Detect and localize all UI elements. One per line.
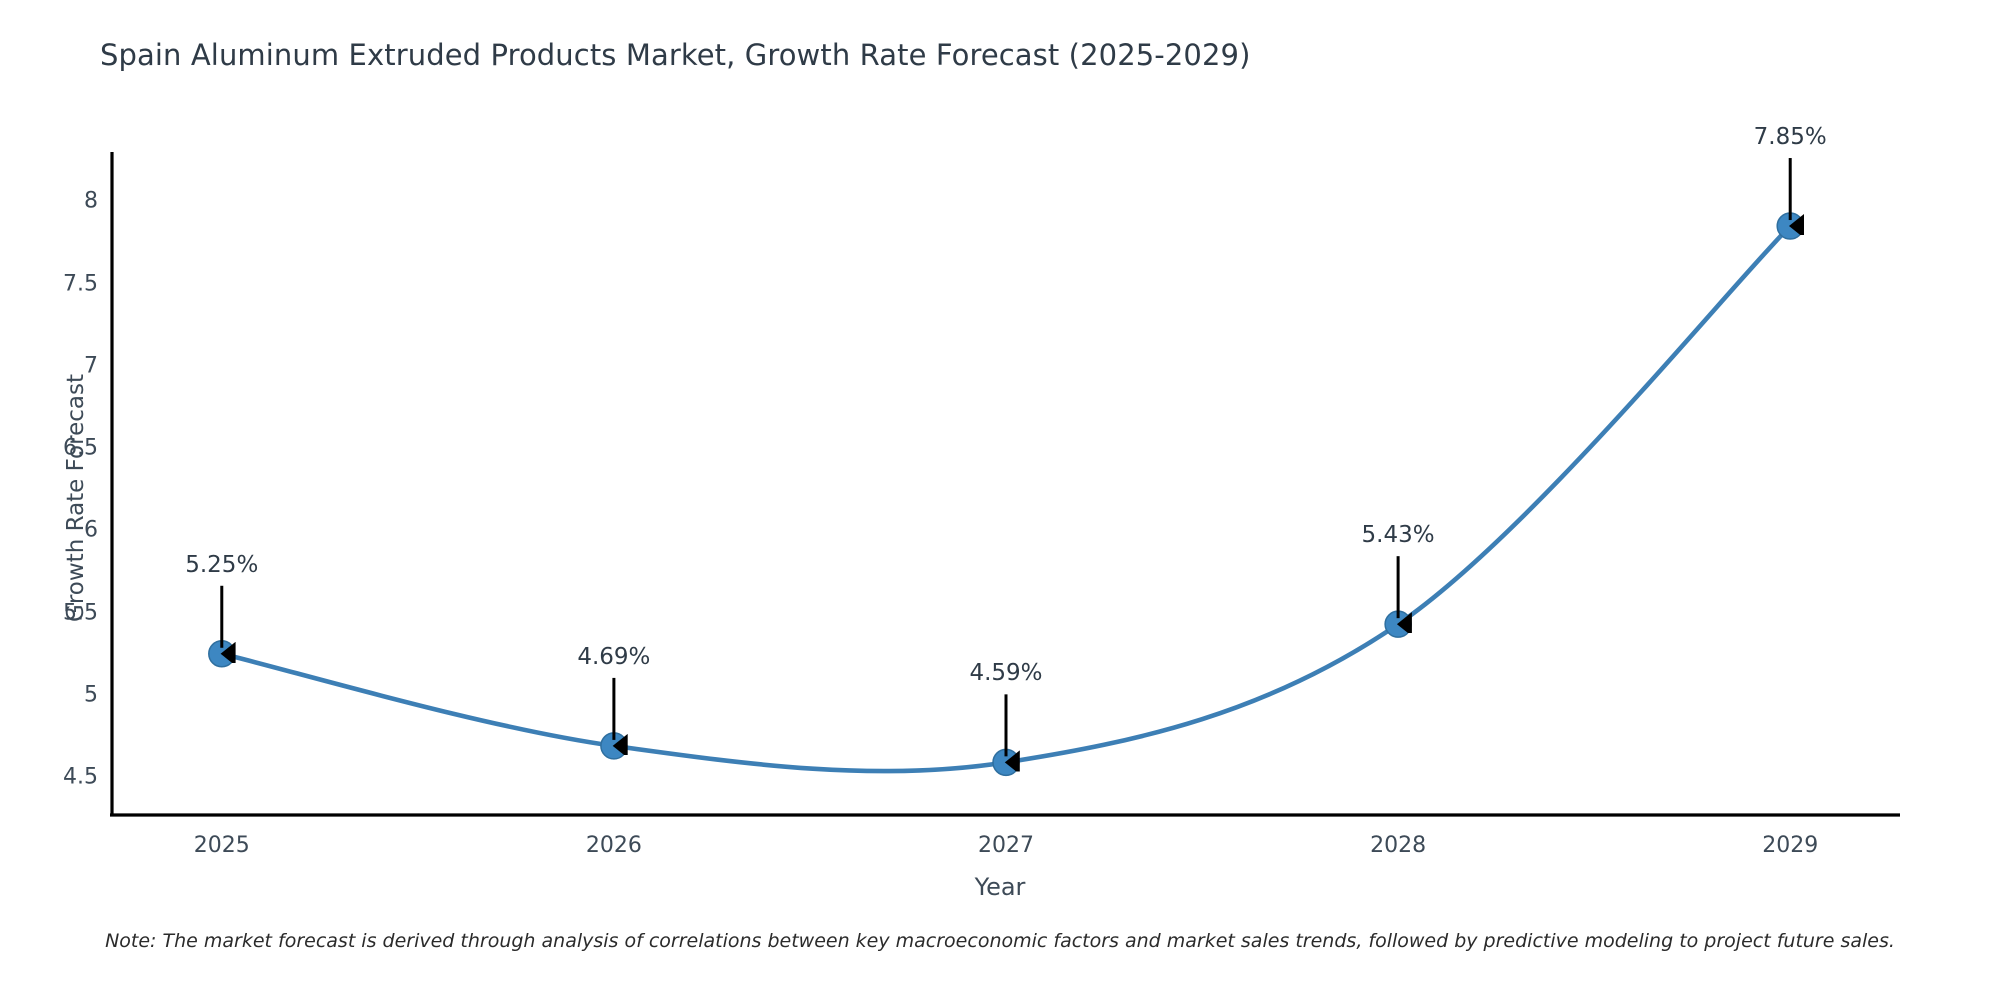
y-axis-title: Growth Rate Forecast bbox=[63, 374, 89, 622]
y-tick-label: 8 bbox=[84, 188, 98, 214]
data-point-label: 5.43% bbox=[1361, 522, 1435, 549]
y-tick-label: 7.5 bbox=[63, 271, 98, 297]
y-tick-label: 4.5 bbox=[63, 764, 98, 790]
x-tick-label: 2027 bbox=[978, 833, 1034, 858]
y-tick-label: 7 bbox=[84, 353, 98, 379]
y-tick-label: 6 bbox=[84, 517, 98, 543]
data-point-label: 4.69% bbox=[577, 643, 651, 670]
x-axis-title: Year bbox=[974, 873, 1026, 901]
x-tick-label: 2028 bbox=[1370, 833, 1427, 858]
data-point-markers bbox=[208, 212, 1804, 777]
chart-footnote: Note: The market forecast is derived thr… bbox=[105, 930, 1895, 952]
annotation-arrows bbox=[220, 158, 1790, 756]
y-tick-label: 5 bbox=[84, 682, 98, 708]
x-tick-label: 2026 bbox=[585, 833, 642, 858]
data-point-label: 4.59% bbox=[969, 660, 1043, 687]
y-tick-label: 5.5 bbox=[63, 600, 98, 626]
y-tick-label: 6.5 bbox=[63, 435, 98, 461]
data-series-line bbox=[219, 223, 1793, 774]
data-point-label: 7.85% bbox=[1753, 124, 1827, 151]
chart-title: Spain Aluminum Extruded Products Market,… bbox=[100, 38, 1251, 72]
data-point-label: 5.25% bbox=[185, 551, 259, 578]
x-tick-label: 2025 bbox=[193, 833, 250, 858]
x-tick-label: 2029 bbox=[1762, 833, 1819, 858]
